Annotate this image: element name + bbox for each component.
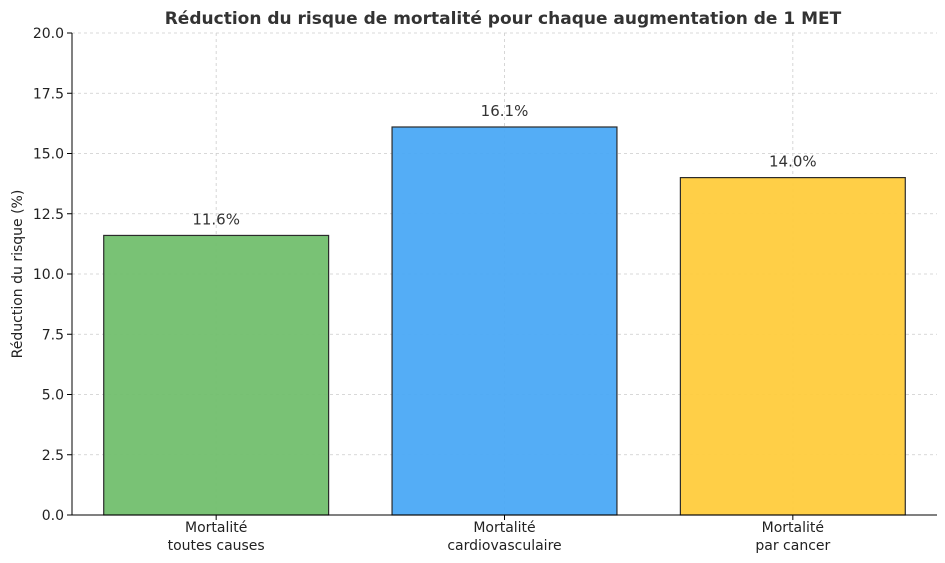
bar-value-label: 14.0% xyxy=(769,153,817,171)
y-tick-label: 12.5 xyxy=(33,207,64,223)
labels-layer: 0.0 2.5 5.0 7.5 10.0 12.5 15.0 17.5 20.0 11.6% Mor… xyxy=(33,26,831,554)
y-tick-label: 17.5 xyxy=(33,86,64,102)
axes-layer xyxy=(67,32,937,520)
y-tick-label: 5.0 xyxy=(42,388,64,404)
x-tick-label: toutes causes xyxy=(168,538,265,554)
y-tick-label: 10.0 xyxy=(33,267,64,283)
x-tick-label: Mortalité xyxy=(473,520,535,536)
y-tick-label: 20.0 xyxy=(33,26,64,42)
chart-title: Réduction du risque de mortalité pour ch… xyxy=(165,9,842,29)
bar xyxy=(679,177,906,516)
y-tick-label: 7.5 xyxy=(42,327,64,343)
x-tick-label: Mortalité xyxy=(762,520,824,536)
y-axis-label: Réduction du risque (%) xyxy=(10,190,26,359)
bar xyxy=(391,126,618,516)
bar xyxy=(103,234,330,516)
bar-value-label: 11.6% xyxy=(192,210,240,228)
y-tick-label: 2.5 xyxy=(42,448,64,464)
bars-layer xyxy=(103,126,906,516)
bar-value-label: 16.1% xyxy=(481,102,529,120)
x-tick-label: par cancer xyxy=(755,538,830,554)
y-tick-label: 15.0 xyxy=(33,147,64,163)
y-tick-label: 0.0 xyxy=(42,508,64,524)
x-tick-label: Mortalité xyxy=(185,520,247,536)
x-tick-label: cardiovasculaire xyxy=(447,538,561,554)
